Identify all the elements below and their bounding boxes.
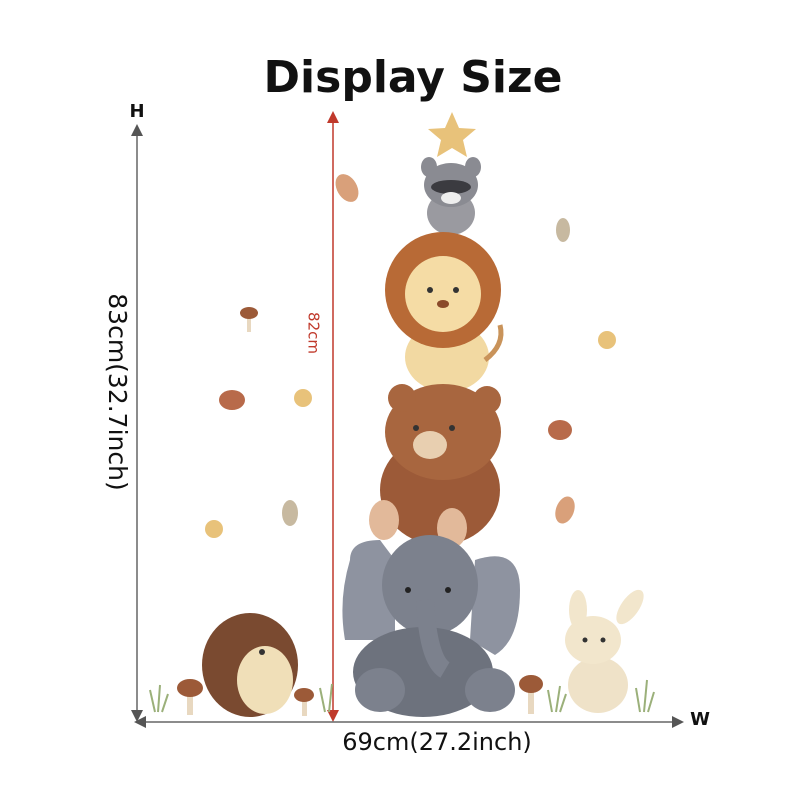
bear-part xyxy=(413,431,447,459)
elephant-part xyxy=(342,540,395,640)
mushrooms-part xyxy=(294,688,314,702)
leaves-part xyxy=(548,420,572,440)
hedgehog xyxy=(202,613,298,717)
bear-part xyxy=(413,425,419,431)
mushrooms-part xyxy=(519,675,543,693)
leaves xyxy=(219,390,572,440)
elephant-part xyxy=(405,587,411,593)
elephant-part xyxy=(470,556,520,655)
elephant-part xyxy=(416,599,451,678)
stars xyxy=(205,331,616,538)
grass-part xyxy=(149,684,169,713)
bear-part xyxy=(473,386,501,414)
height-letter: H xyxy=(129,101,144,122)
elephant xyxy=(342,535,520,717)
title: Display Size xyxy=(264,52,563,103)
lion-part xyxy=(483,324,504,362)
grass xyxy=(149,679,655,713)
grass-part xyxy=(547,685,567,713)
bunny-part xyxy=(582,637,588,643)
width-letter: W xyxy=(690,709,710,730)
mushrooms-part xyxy=(177,679,203,697)
mushrooms-part xyxy=(187,690,193,715)
raccoon xyxy=(421,157,481,235)
grass-part xyxy=(319,683,333,713)
inner-height-label: 82cm xyxy=(305,312,323,354)
mushrooms-part xyxy=(528,686,534,714)
bear-part xyxy=(449,425,455,431)
leaves-part xyxy=(219,390,245,410)
lion-part xyxy=(427,287,433,293)
lion-part xyxy=(405,256,481,332)
raccoon-part xyxy=(431,180,471,194)
lion-part xyxy=(437,300,449,308)
bunny-part xyxy=(616,589,644,625)
bunny-part xyxy=(568,657,628,713)
raccoon-part xyxy=(465,157,481,177)
lion xyxy=(385,232,504,392)
butterflies xyxy=(282,174,575,526)
stars-part xyxy=(598,331,616,349)
butterflies-part xyxy=(556,218,570,242)
butterflies-part xyxy=(555,496,575,524)
lion-part xyxy=(453,287,459,293)
mushrooms xyxy=(177,307,543,716)
stars-part xyxy=(294,389,312,407)
star-top xyxy=(428,112,476,157)
bunny-part xyxy=(569,590,587,630)
elephant-part xyxy=(355,668,405,712)
stars-part xyxy=(205,520,223,538)
bear-part xyxy=(385,384,501,480)
bear-part xyxy=(369,500,399,540)
bear xyxy=(369,384,501,548)
bear-part xyxy=(388,384,416,412)
butterflies-part xyxy=(282,500,298,526)
elephant-part xyxy=(382,535,478,635)
width-label: 69cm(27.2inch) xyxy=(342,728,532,756)
mushrooms-part xyxy=(302,698,307,716)
mushrooms-part xyxy=(240,307,258,319)
bunny-part xyxy=(600,637,606,643)
hedgehog-part xyxy=(259,649,265,655)
raccoon-part xyxy=(441,192,461,204)
butterflies-part xyxy=(335,174,359,202)
height-label: 83cm(32.7inch) xyxy=(103,293,132,490)
star-top-part xyxy=(428,112,476,157)
bunny xyxy=(565,589,644,713)
hedgehog-part xyxy=(237,646,293,714)
raccoon-part xyxy=(421,157,437,177)
mushrooms-part xyxy=(247,318,251,332)
grass-part xyxy=(635,679,655,713)
elephant-part xyxy=(445,587,451,593)
elephant-part xyxy=(465,668,515,712)
